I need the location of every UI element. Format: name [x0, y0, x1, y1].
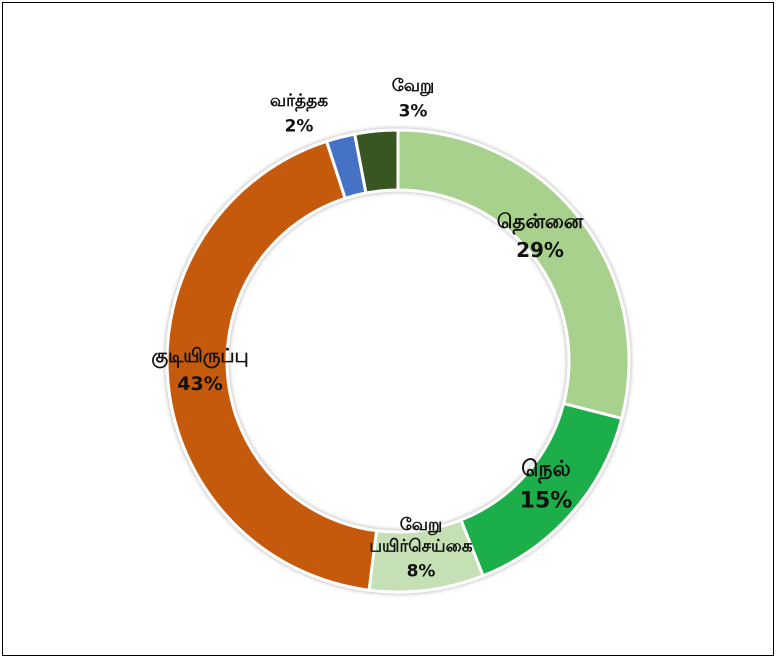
- slice-1-value-label: 29%: [516, 238, 564, 262]
- slice-4-arc: [165, 139, 379, 592]
- slice-2-value-label: 15%: [520, 489, 573, 514]
- slice-6-value-label: 3%: [399, 101, 428, 121]
- slice-1-name-label: தென்னை: [497, 209, 584, 235]
- slice-labels: தென்னை29%நெல்15%வேறுபயிர்செய்கை8%குடியிர…: [151, 76, 583, 582]
- slice-3-name-label: வேறு: [400, 515, 443, 535]
- doughnut-slices: [165, 128, 631, 594]
- slice-6-name-label: வேறு: [392, 76, 435, 96]
- slice-2-name-label: நெல்: [521, 457, 571, 484]
- slice-4-name-label: குடியிருப்பு: [151, 345, 248, 369]
- slice-3-value-label: 8%: [407, 562, 436, 582]
- slice-4-value-label: 43%: [177, 373, 222, 395]
- slice-3-name-label: பயிர்செய்கை: [369, 536, 472, 556]
- slice-6-arc: [352, 128, 400, 195]
- slice-1-arc: [396, 128, 631, 421]
- slice-5-value-label: 2%: [285, 116, 314, 136]
- slice-5-name-label: வர்த்தக: [270, 91, 328, 111]
